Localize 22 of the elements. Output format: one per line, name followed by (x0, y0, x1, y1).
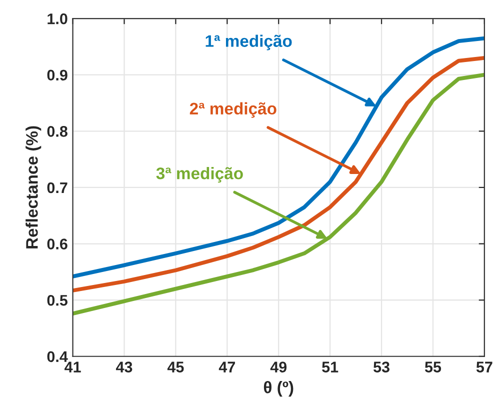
annotation: 1ª medição (206, 34, 292, 50)
y-tick-label: 0.9 (47, 70, 68, 81)
y-tick-label: 0.5 (47, 294, 68, 306)
y-tick-label: 0.7 (47, 182, 68, 194)
annotation: 3ª medição (156, 167, 243, 183)
x-tick-label: 53 (373, 362, 390, 372)
y-tick-label: 0.4 (47, 351, 68, 362)
y-tick-label: 1.0 (48, 13, 68, 24)
y-tick-label: 0.8 (47, 126, 68, 137)
y-tick-label: 0.6 (47, 238, 68, 250)
y-axis-title: Reflectance (%) (26, 126, 42, 248)
x-tick-label: 41 (64, 362, 81, 372)
x-tick-label: 55 (424, 362, 442, 372)
x-tick-label: 49 (270, 362, 287, 372)
x-tick-label: 47 (218, 362, 235, 372)
x-tick-label: 57 (476, 362, 492, 372)
x-axis-title: θ (º) (264, 381, 294, 397)
line-series (72, 72, 484, 316)
x-tick-label: 43 (116, 362, 132, 372)
x-tick-label: 51 (322, 362, 338, 372)
x-tick-label: 45 (167, 362, 184, 372)
annotation: 2ª medição (190, 102, 276, 118)
